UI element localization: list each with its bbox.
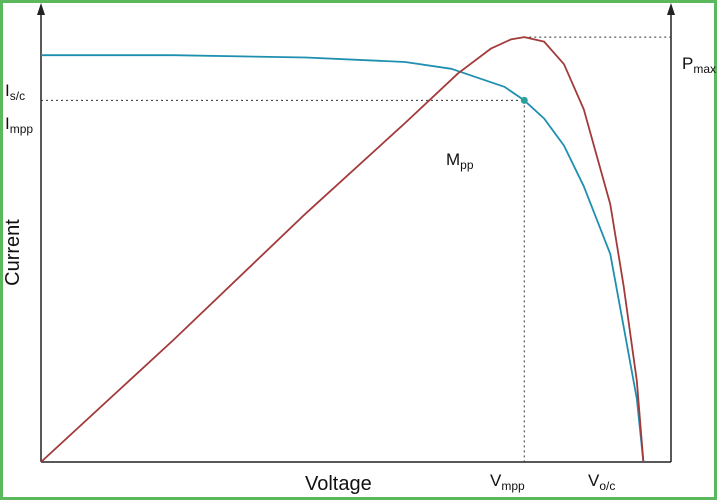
chart-canvas: [37, 3, 675, 463]
vmpp-label: Vmpp: [490, 471, 525, 493]
mpp-marker: [520, 96, 528, 104]
power-curve: [40, 36, 645, 463]
voc-label: Vo/c: [588, 471, 616, 493]
pmax-label: Pmax: [682, 54, 717, 76]
right-axis-arrow: [667, 3, 675, 15]
mpp-label: Mpp: [446, 150, 474, 172]
y-axis-title: Current: [1, 219, 24, 286]
isc-label: Is/c: [5, 81, 26, 103]
current-curve: [41, 54, 645, 463]
y-axis-arrow: [37, 3, 45, 15]
impp-label: Impp: [5, 114, 34, 136]
x-axis-title: Voltage: [305, 473, 372, 495]
